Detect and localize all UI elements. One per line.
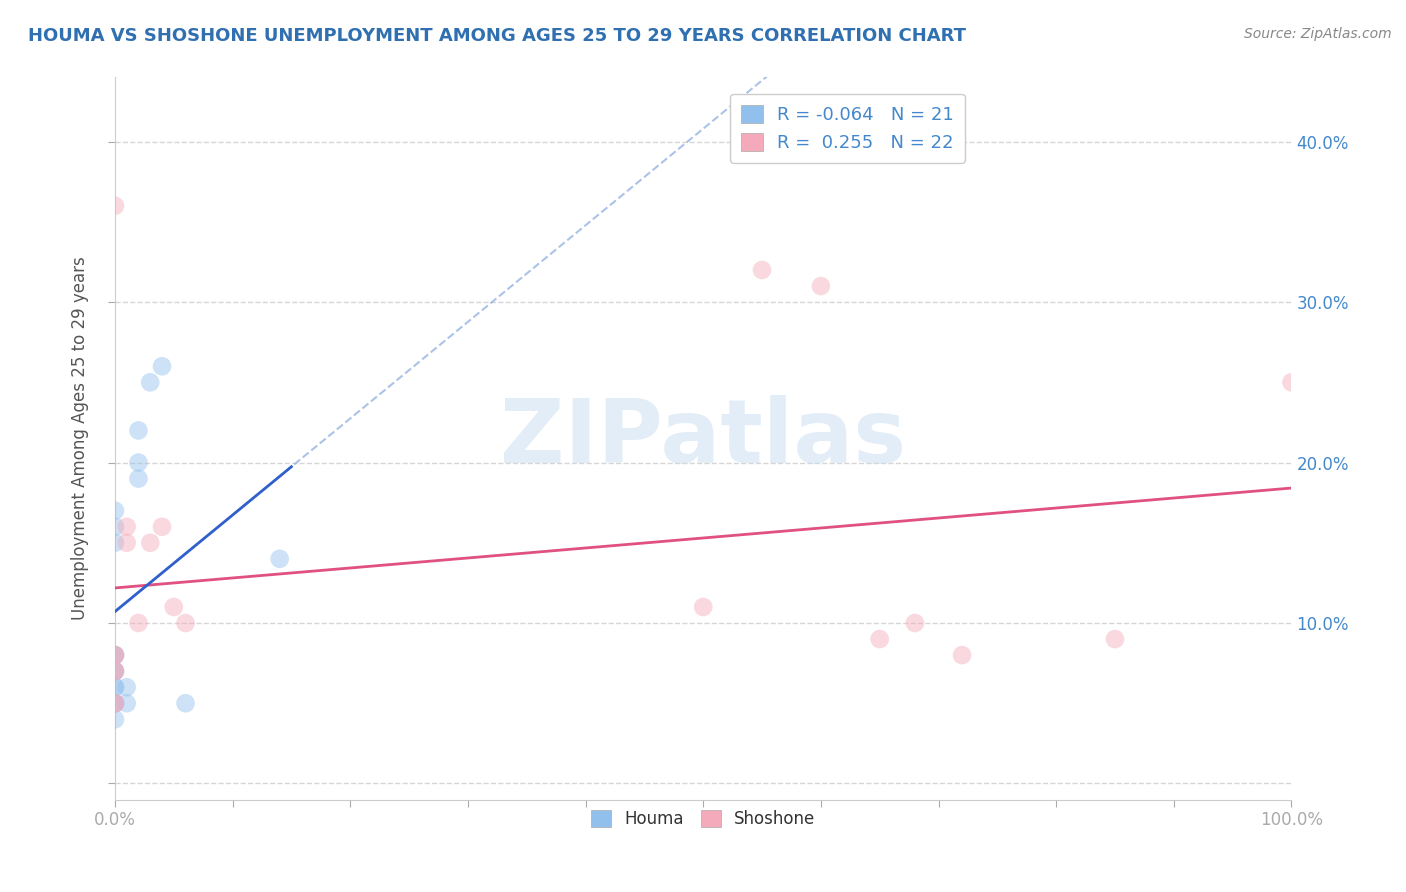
Point xyxy=(115,680,138,694)
Point xyxy=(115,536,138,550)
Text: ZIPatlas: ZIPatlas xyxy=(501,395,907,482)
Point xyxy=(950,648,973,662)
Point xyxy=(104,712,127,726)
Point xyxy=(174,696,197,710)
Point xyxy=(810,279,832,293)
Point xyxy=(139,536,162,550)
Point xyxy=(150,359,173,374)
Point xyxy=(139,376,162,390)
Legend: Houma, Shoshone: Houma, Shoshone xyxy=(585,803,823,835)
Text: Source: ZipAtlas.com: Source: ZipAtlas.com xyxy=(1244,27,1392,41)
Point xyxy=(104,680,127,694)
Point xyxy=(1281,376,1303,390)
Point xyxy=(127,615,149,630)
Point xyxy=(115,696,138,710)
Point xyxy=(869,632,891,646)
Point xyxy=(150,520,173,534)
Point xyxy=(127,424,149,438)
Point xyxy=(127,456,149,470)
Point xyxy=(751,263,773,277)
Point xyxy=(104,648,127,662)
Point xyxy=(115,520,138,534)
Text: HOUMA VS SHOSHONE UNEMPLOYMENT AMONG AGES 25 TO 29 YEARS CORRELATION CHART: HOUMA VS SHOSHONE UNEMPLOYMENT AMONG AGE… xyxy=(28,27,966,45)
Point xyxy=(269,551,291,566)
Point xyxy=(104,664,127,678)
Point xyxy=(104,696,127,710)
Point xyxy=(104,664,127,678)
Point xyxy=(174,615,197,630)
Point xyxy=(1104,632,1126,646)
Point xyxy=(692,599,714,614)
Point xyxy=(104,648,127,662)
Y-axis label: Unemployment Among Ages 25 to 29 years: Unemployment Among Ages 25 to 29 years xyxy=(72,257,89,620)
Point xyxy=(127,472,149,486)
Point xyxy=(104,520,127,534)
Point xyxy=(163,599,186,614)
Point xyxy=(104,504,127,518)
Point xyxy=(104,696,127,710)
Point xyxy=(104,648,127,662)
Point xyxy=(104,680,127,694)
Point xyxy=(104,696,127,710)
Point xyxy=(104,696,127,710)
Point xyxy=(104,648,127,662)
Point xyxy=(904,615,927,630)
Point xyxy=(104,664,127,678)
Point xyxy=(104,664,127,678)
Point xyxy=(104,536,127,550)
Point xyxy=(104,199,127,213)
